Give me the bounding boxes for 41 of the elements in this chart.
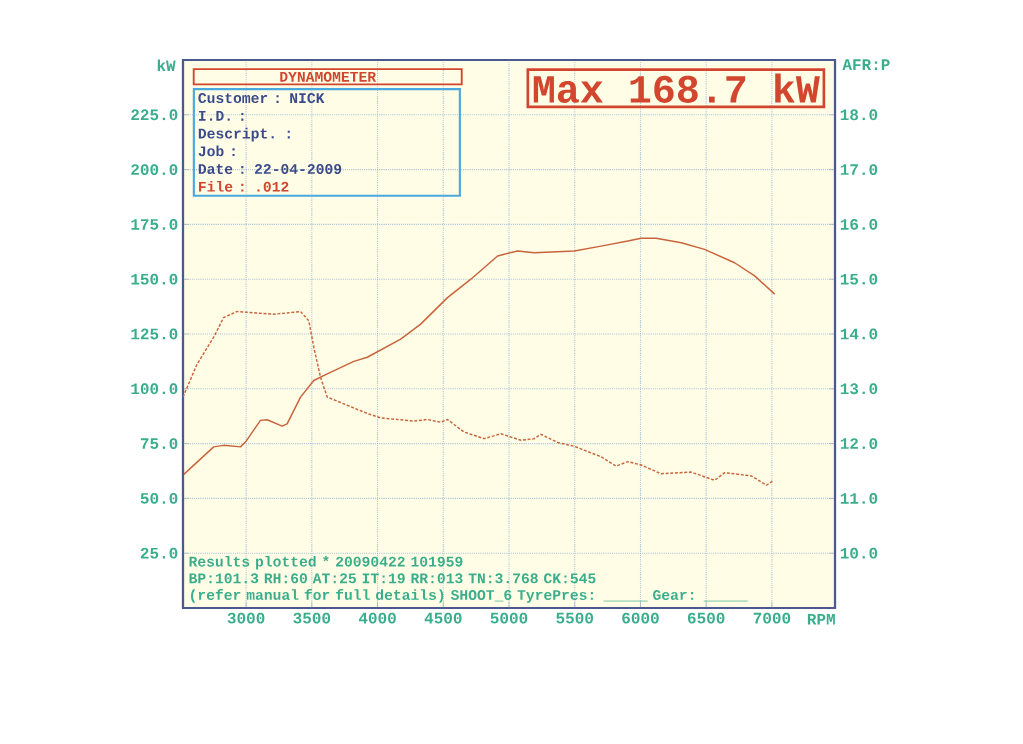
y-tick-label: 225.0	[131, 109, 178, 121]
x-tick-label: 3500	[293, 612, 331, 624]
y-tick-label: 25.0	[140, 547, 178, 559]
y-tick-label: 125.0	[131, 328, 178, 340]
y-tick-label: 200.0	[131, 164, 178, 176]
y2-axis-title: AFR:P	[842, 59, 890, 70]
y2-tick-label: 17.0	[840, 164, 878, 176]
x-tick-label: 3000	[227, 612, 265, 624]
y-tick-label: 75.0	[140, 438, 178, 450]
y2-tick-label: 15.0	[840, 273, 878, 285]
y2-tick-label: 13.0	[840, 383, 878, 395]
annotation: Results plotted * 20090422 101959	[189, 555, 463, 570]
y-tick-label: 150.0	[131, 273, 178, 285]
annotation: Descript. :	[198, 127, 290, 142]
y-tick-label: 50.0	[140, 492, 178, 504]
annotation: (refer manual for full details) SHOOT_6 TyrePres: _____ Gear: _____	[191, 589, 748, 603]
y2-tick-label: 10.0	[840, 547, 878, 559]
x-tick-label: 5500	[556, 612, 594, 624]
x-tick-label: 4000	[358, 612, 396, 624]
annotation: Date : 22-04-2009	[198, 164, 342, 174]
annotation: Max 168.7 kW	[533, 73, 820, 103]
annotation: BP:101.3 RH:60 AT:25 IT:19 RR:013 TN:3.768 CK:545	[189, 573, 596, 584]
y-tick-label: 100.0	[131, 383, 178, 395]
annotation: Job :	[198, 145, 235, 157]
x-tick-label: 6500	[687, 612, 725, 624]
y2-tick-label: 18.0	[840, 109, 878, 121]
x-tick-label: 5000	[490, 612, 528, 624]
y-tick-label: 175.0	[131, 218, 178, 230]
y-axis-title: kW	[157, 59, 176, 71]
annotation: I.D. :	[198, 110, 244, 121]
y2-tick-label: 14.0	[840, 328, 878, 340]
annotation: Customer : NICK	[198, 93, 325, 104]
x-tick-label: 6000	[622, 612, 659, 624]
x-tick-label: 7000	[753, 612, 791, 624]
x-tick-label: 4500	[424, 612, 462, 624]
y2-tick-label: 12.0	[840, 438, 878, 450]
y2-tick-label: 11.0	[840, 492, 878, 504]
x-axis-title: RPM	[807, 614, 835, 625]
annotation: DYNAMOMETER	[280, 71, 377, 82]
y2-tick-label: 16.0	[840, 218, 878, 230]
annotation: File : .012	[199, 180, 289, 192]
